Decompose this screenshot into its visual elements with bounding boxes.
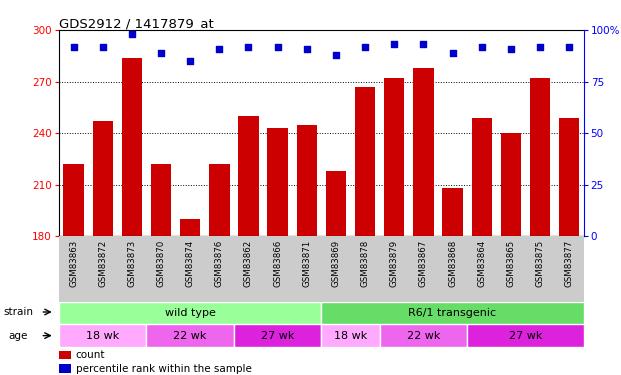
Bar (268, 128, 288, 236)
Text: GSM83867: GSM83867 (419, 240, 428, 287)
Bar (122, 57, 142, 236)
Bar (234, 324, 322, 347)
Bar (209, 164, 230, 236)
Bar (59, 302, 322, 324)
Text: GSM83866: GSM83866 (273, 240, 282, 287)
Text: GSM83879: GSM83879 (390, 240, 399, 286)
Text: GSM83862: GSM83862 (244, 240, 253, 287)
Bar (147, 324, 234, 347)
Bar (180, 219, 201, 236)
Text: strain: strain (3, 307, 33, 317)
Bar (467, 324, 584, 347)
Text: GSM83878: GSM83878 (361, 240, 369, 287)
Bar (384, 78, 404, 236)
Text: R6/1 transgenic: R6/1 transgenic (409, 308, 497, 318)
Point (564, 44, 574, 50)
Point (97, 44, 107, 50)
Bar (59, 324, 147, 347)
Text: 27 wk: 27 wk (261, 331, 294, 340)
Text: 27 wk: 27 wk (509, 331, 542, 340)
Point (68, 44, 78, 50)
Bar (326, 171, 346, 236)
Point (127, 31, 137, 37)
Bar (442, 188, 463, 236)
Bar (322, 302, 584, 324)
Point (156, 50, 166, 56)
Bar (471, 118, 492, 236)
Bar (63, 164, 84, 236)
Text: 18 wk: 18 wk (86, 331, 119, 340)
Bar (501, 133, 521, 236)
Point (273, 44, 283, 50)
Bar (379, 324, 467, 347)
Bar (355, 87, 375, 236)
Bar (413, 68, 433, 236)
Bar (59, 351, 71, 359)
Text: GSM83872: GSM83872 (98, 240, 107, 287)
Text: count: count (76, 350, 106, 360)
Text: GSM83877: GSM83877 (564, 240, 574, 287)
Text: GSM83869: GSM83869 (332, 240, 340, 286)
Point (389, 42, 399, 48)
Point (419, 42, 428, 48)
Text: percentile rank within the sample: percentile rank within the sample (76, 363, 252, 374)
Text: GSM83865: GSM83865 (506, 240, 515, 287)
Bar (322, 324, 379, 347)
Point (477, 44, 487, 50)
Text: wild type: wild type (165, 308, 215, 318)
Text: GSM83864: GSM83864 (477, 240, 486, 287)
Text: GSM83868: GSM83868 (448, 240, 457, 287)
Text: GSM83875: GSM83875 (535, 240, 545, 287)
Text: GSM83871: GSM83871 (302, 240, 311, 287)
Point (214, 46, 224, 52)
Point (243, 44, 253, 50)
Point (302, 46, 312, 52)
Point (506, 46, 516, 52)
Text: 22 wk: 22 wk (407, 331, 440, 340)
Text: GSM83873: GSM83873 (127, 240, 137, 287)
Bar (559, 118, 579, 236)
Text: GSM83876: GSM83876 (215, 240, 224, 287)
Bar (530, 78, 550, 236)
Point (448, 50, 458, 56)
Text: 22 wk: 22 wk (173, 331, 207, 340)
Text: GSM83863: GSM83863 (69, 240, 78, 287)
Text: GSM83870: GSM83870 (156, 240, 166, 287)
Point (360, 44, 370, 50)
Text: GDS2912 / 1417879_at: GDS2912 / 1417879_at (59, 17, 214, 30)
Bar (297, 124, 317, 236)
Bar (238, 116, 259, 236)
Point (535, 44, 545, 50)
Point (185, 58, 195, 64)
Text: 18 wk: 18 wk (334, 331, 367, 340)
Bar (93, 121, 113, 236)
Text: age: age (8, 331, 27, 340)
Point (331, 52, 341, 58)
Text: GSM83874: GSM83874 (186, 240, 194, 287)
Bar (151, 164, 171, 236)
Bar (59, 364, 71, 373)
